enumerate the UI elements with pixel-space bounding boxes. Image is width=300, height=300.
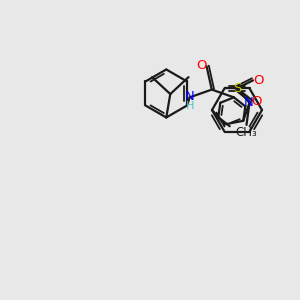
Text: H: H [185,101,194,111]
Text: O: O [196,59,207,72]
Text: N: N [244,96,254,109]
Text: N: N [185,90,195,103]
Text: S: S [233,82,241,95]
Text: CH₃: CH₃ [236,126,257,140]
Text: O: O [252,95,262,108]
Text: O: O [253,74,263,87]
